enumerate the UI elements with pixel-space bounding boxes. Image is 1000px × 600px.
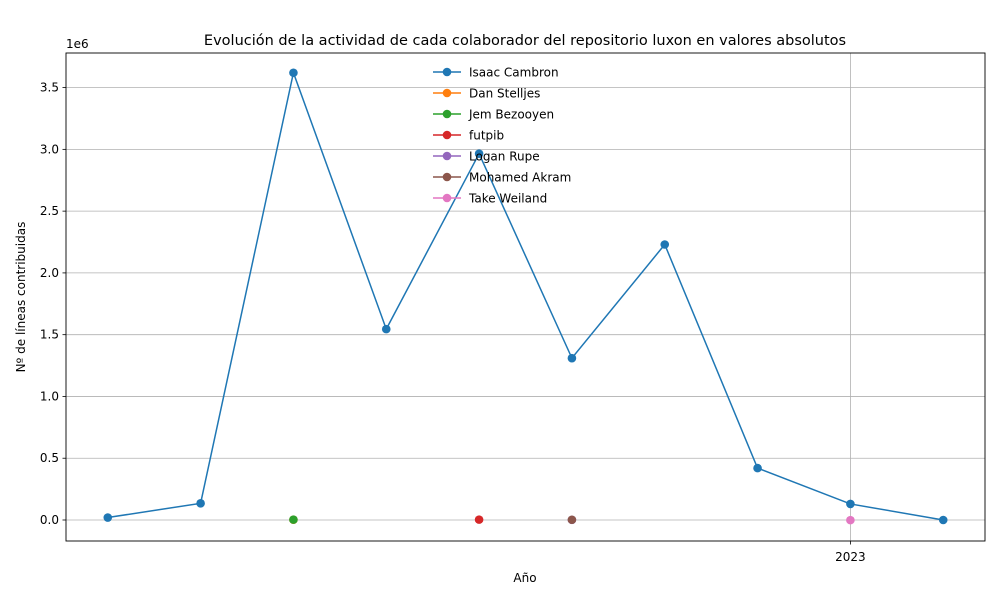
y-axis-label: Nº de líneas contribuidas (14, 222, 28, 373)
legend-label: Jem Bezooyen (468, 108, 554, 122)
legend-label: Dan Stelljes (469, 87, 540, 101)
x-tick-label: 2023 (835, 550, 866, 564)
legend-label: Mohamed Akram (469, 171, 571, 185)
y-tick-label: 3.0 (40, 142, 59, 156)
legend-marker (442, 172, 452, 182)
grid-lines (66, 53, 985, 541)
data-point-mohamed-akram (567, 515, 577, 525)
series-line-isaac-cambron (107, 70, 944, 521)
legend-marker (442, 130, 452, 140)
data-point-isaac-cambron (196, 499, 205, 508)
series-isaac-cambron (103, 68, 948, 525)
y-offset-label: 1e6 (66, 37, 89, 51)
legend-item: Isaac Cambron (433, 66, 559, 80)
data-point-take-weiland (846, 515, 855, 525)
y-tick-label: 2.0 (40, 266, 59, 280)
legend-label: futpib (469, 129, 504, 143)
y-tick-label: 1.5 (40, 328, 59, 342)
legend-marker (442, 67, 452, 77)
legend-marker (442, 109, 452, 119)
data-point-futpib (474, 515, 484, 524)
data-point-isaac-cambron (567, 353, 577, 363)
legend: Isaac Cambron Dan Stelljes Jem Bezooyen fut… (433, 66, 571, 206)
legend-label: Take Weiland (468, 192, 547, 206)
legend-item: futpib (433, 129, 504, 143)
data-point-isaac-cambron (753, 463, 762, 473)
legend-label: Logan Rupe (469, 150, 540, 164)
y-tick-label: 1.0 (40, 389, 59, 403)
legend-item: Mohamed Akram (433, 171, 571, 185)
data-point-isaac-cambron (381, 324, 391, 334)
y-tick-label: 0.0 (40, 513, 59, 527)
y-tick-label: 3.5 (40, 81, 59, 95)
y-axis-ticks: 0.0 0.5 1.0 1.5 2.0 2.5 3.0 3.5 (40, 81, 66, 527)
legend-marker (442, 193, 452, 203)
legend-item: Logan Rupe (433, 150, 540, 164)
y-tick-label: 0.5 (40, 451, 59, 465)
data-point-jem-bezooyen (289, 515, 298, 524)
legend-item: Jem Bezooyen (433, 108, 554, 122)
data-point-isaac-cambron (846, 499, 855, 509)
series-futpib (474, 515, 484, 524)
legend-item: Take Weiland (433, 192, 547, 206)
series-take-weiland (846, 515, 855, 525)
x-axis-ticks: 2023 (835, 541, 866, 564)
series-layer (103, 68, 948, 525)
series-mohamed-akram (567, 515, 577, 525)
legend-marker (442, 151, 452, 161)
legend-item: Dan Stelljes (433, 87, 540, 101)
data-point-isaac-cambron (474, 149, 484, 158)
data-point-isaac-cambron (289, 68, 298, 78)
data-point-isaac-cambron (103, 513, 113, 522)
x-axis-label: Año (513, 571, 536, 585)
legend-label: Isaac Cambron (469, 66, 559, 80)
y-tick-label: 2.5 (40, 204, 59, 218)
chart-title: Evolución de la actividad de cada colabo… (204, 33, 846, 49)
series-jem-bezooyen (289, 515, 298, 524)
data-point-isaac-cambron (660, 240, 670, 249)
legend-marker (442, 88, 452, 98)
plot-frame (65, 52, 986, 542)
data-point-isaac-cambron (938, 515, 948, 525)
